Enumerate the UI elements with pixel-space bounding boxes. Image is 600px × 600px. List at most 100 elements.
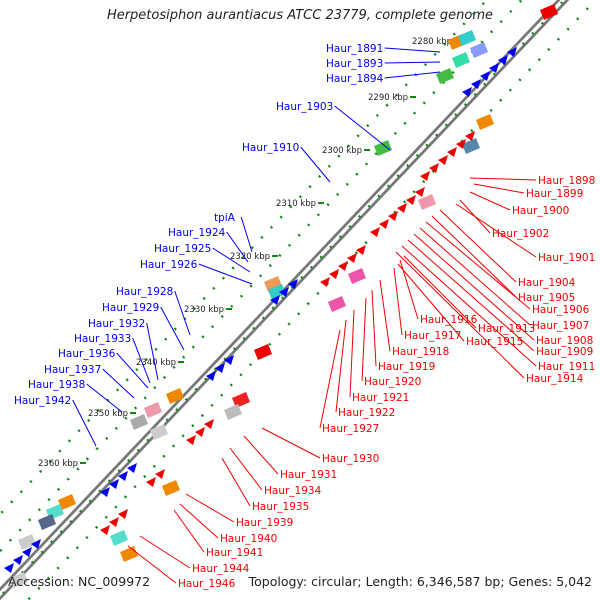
gene-feature-block (470, 42, 488, 58)
gene-feature-block (232, 392, 250, 408)
forward-gene-arrow (462, 87, 472, 97)
reverse-gene-arrow (447, 147, 457, 157)
gene-feature-block (418, 194, 436, 210)
gene-feature-block (224, 404, 242, 420)
forward-gene-leader (102, 368, 135, 399)
reverse-gene-label: Haur_1922 (338, 407, 395, 419)
reverse-gene-leader (455, 203, 537, 258)
reverse-gene-arrow (204, 419, 214, 429)
gene-feature-block (462, 138, 480, 154)
forward-gene-label: Haur_1925 (154, 243, 211, 255)
reverse-gene-label: Haur_1935 (252, 501, 309, 513)
reverse-gene-label: Haur_1944 (192, 563, 250, 575)
forward-gene-leader (116, 352, 149, 389)
reverse-gene-label: Haur_1900 (512, 205, 569, 217)
reverse-gene-label: Haur_1913 (478, 323, 535, 335)
reverse-gene-arrow (420, 171, 430, 181)
gene-feature-block (374, 140, 392, 156)
reverse-gene-label: Haur_1905 (518, 292, 575, 304)
reverse-gene-label: Haur_1904 (518, 277, 576, 289)
reverse-gene-leader (173, 509, 205, 553)
forward-gene-leader (240, 216, 253, 253)
forward-gene-label: Haur_1929 (102, 302, 159, 314)
reverse-gene-leader (379, 279, 391, 352)
track-outer-dots (0, 0, 489, 517)
reverse-gene-label: Haur_1899 (526, 188, 583, 200)
reverse-gene-leader (469, 177, 537, 181)
forward-gene-arrow (215, 363, 225, 373)
forward-gene-arrow (498, 55, 508, 65)
reverse-gene-leader (139, 535, 191, 569)
reverse-gene-leader (469, 191, 511, 211)
forward-gene-leader (132, 337, 151, 384)
forward-gene-leader (384, 61, 441, 64)
reverse-gene-label: Haur_1915 (466, 336, 523, 348)
forward-gene-leader (226, 231, 249, 263)
reverse-gene-arrow (347, 253, 357, 263)
reverse-gene-arrow (438, 155, 448, 165)
gene-feature-block (436, 68, 454, 84)
forward-gene-arrow (22, 547, 32, 557)
reverse-gene-leader (127, 545, 177, 584)
gene-feature-block (130, 414, 148, 430)
gene-feature-block (458, 30, 476, 46)
forward-gene-arrow (206, 371, 216, 381)
reverse-gene-arrow (109, 517, 119, 527)
forward-gene-label: Haur_1938 (28, 379, 85, 391)
reverse-gene-leader (243, 435, 279, 475)
reverse-gene-label: Haur_1908 (536, 335, 593, 347)
accession-label: Accession: NC_009972 (8, 574, 151, 589)
reverse-gene-arrow (456, 139, 466, 149)
reverse-gene-arrow (146, 477, 156, 487)
gene-feature-block (162, 480, 180, 496)
track-reverse-dots (0, 0, 567, 599)
reverse-gene-label: Haur_1939 (236, 517, 293, 529)
reverse-gene-arrow (155, 469, 165, 479)
reverse-gene-leader (179, 503, 219, 539)
reverse-gene-label: Haur_1920 (364, 376, 421, 388)
gene-feature-block (540, 4, 558, 20)
kbp-tick-label: 2330 kbp (184, 305, 224, 315)
forward-gene-label: Haur_1933 (74, 333, 131, 345)
forward-gene-label: Haur_1903 (276, 101, 333, 113)
reverse-gene-leader (335, 319, 347, 413)
reverse-gene-label: Haur_1931 (280, 469, 337, 481)
reverse-gene-arrow (186, 435, 196, 445)
kbp-tick-label: 2320 kbp (230, 252, 270, 262)
reverse-gene-leader (397, 263, 465, 342)
forward-gene-leader (384, 71, 441, 79)
forward-gene-leader (334, 105, 391, 151)
reverse-gene-label: Haur_1898 (538, 175, 595, 187)
forward-gene-leader (72, 399, 97, 447)
reverse-gene-arrow (379, 219, 389, 229)
reverse-gene-label: Haur_1919 (378, 361, 435, 373)
reverse-gene-label: Haur_1911 (538, 361, 595, 373)
reverse-gene-label: Haur_1934 (264, 485, 322, 497)
forward-gene-arrow (224, 355, 234, 365)
gene-feature-block (10, 572, 28, 588)
gene-feature-block (452, 52, 470, 68)
kbp-tick-label: 2340 kbp (136, 358, 176, 368)
reverse-gene-leader (403, 255, 477, 329)
kbp-tick-label: 2310 kbp (276, 199, 316, 209)
forward-gene-label: Haur_1910 (242, 142, 299, 154)
forward-gene-label: Haur_1893 (326, 58, 383, 70)
forward-gene-label: Haur_1926 (140, 259, 198, 271)
reverse-gene-arrow (370, 227, 380, 237)
reverse-gene-label: Haur_1927 (322, 423, 379, 435)
forward-gene-label: Haur_1936 (58, 348, 116, 360)
gene-feature-block (120, 546, 138, 562)
reverse-gene-arrow (338, 261, 348, 271)
reverse-gene-leader (473, 183, 525, 194)
track-inner-dots (26, 7, 589, 600)
forward-gene-arrow (4, 563, 14, 573)
reverse-gene-leader (229, 447, 263, 491)
forward-gene-leader (86, 383, 123, 413)
reverse-gene-label: Haur_1930 (322, 453, 379, 465)
forward-gene-leader (212, 247, 251, 273)
reverse-gene-arrow (388, 211, 398, 221)
reverse-gene-leader (419, 227, 531, 326)
gene-feature-block (18, 534, 36, 550)
